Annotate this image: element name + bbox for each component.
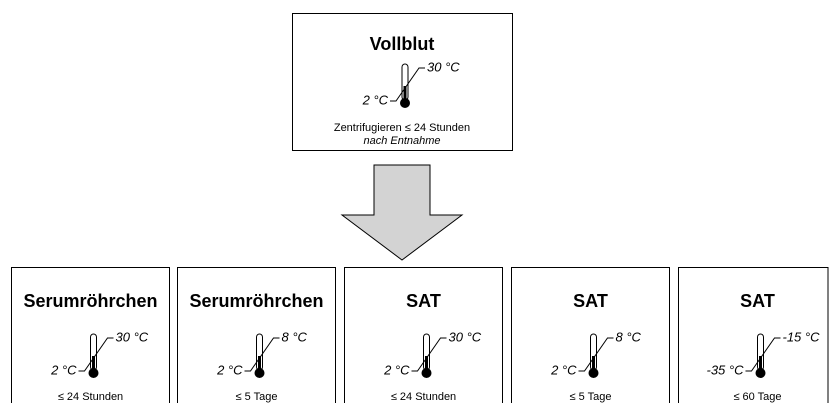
duration: ≤ 24 Stunden <box>58 391 123 403</box>
storage-box <box>678 267 829 403</box>
range-line <box>244 337 280 372</box>
max-temp: 30 °C <box>427 59 460 74</box>
duration: ≤ 5 Tage <box>236 391 278 403</box>
box-title: Serumröhrchen <box>189 291 323 311</box>
range-line <box>745 337 781 372</box>
max-temp: -15 °C <box>783 329 821 344</box>
min-temp: 2 °C <box>362 92 389 107</box>
max-temp: 8 °C <box>616 329 642 344</box>
thermometer-bulb <box>588 368 599 378</box>
min-temp: 2 °C <box>383 362 410 377</box>
thermometer-bulb <box>254 368 265 378</box>
thermometer-bulb <box>755 368 766 378</box>
box-title: SAT <box>573 291 608 311</box>
note: Zentrifugieren ≤ 24 Stunden <box>334 122 470 134</box>
max-temp: 30 °C <box>116 329 149 344</box>
box-title: Serumröhrchen <box>23 291 157 311</box>
duration: ≤ 60 Tage <box>733 391 781 403</box>
min-temp: -35 °C <box>707 362 745 377</box>
thermometer-bulb <box>400 98 410 108</box>
range-line <box>390 67 425 102</box>
max-temp: 8 °C <box>282 329 308 344</box>
range-line <box>578 337 614 372</box>
thermometer-bulb <box>421 368 432 378</box>
range-line <box>78 337 114 372</box>
arrow <box>340 164 464 261</box>
min-temp: 2 °C <box>50 362 77 377</box>
duration: ≤ 5 Tage <box>570 391 612 403</box>
min-temp: 2 °C <box>550 362 577 377</box>
max-temp: 30 °C <box>449 329 482 344</box>
box-title: Vollblut <box>370 34 435 54</box>
range-line <box>411 337 447 372</box>
box-title: SAT <box>740 291 775 311</box>
duration: ≤ 24 Stunden <box>391 391 456 403</box>
box-title: SAT <box>406 291 441 311</box>
min-temp: 2 °C <box>216 362 243 377</box>
note-italic: nach Entnahme <box>363 135 440 147</box>
thermometer-bulb <box>88 368 99 378</box>
